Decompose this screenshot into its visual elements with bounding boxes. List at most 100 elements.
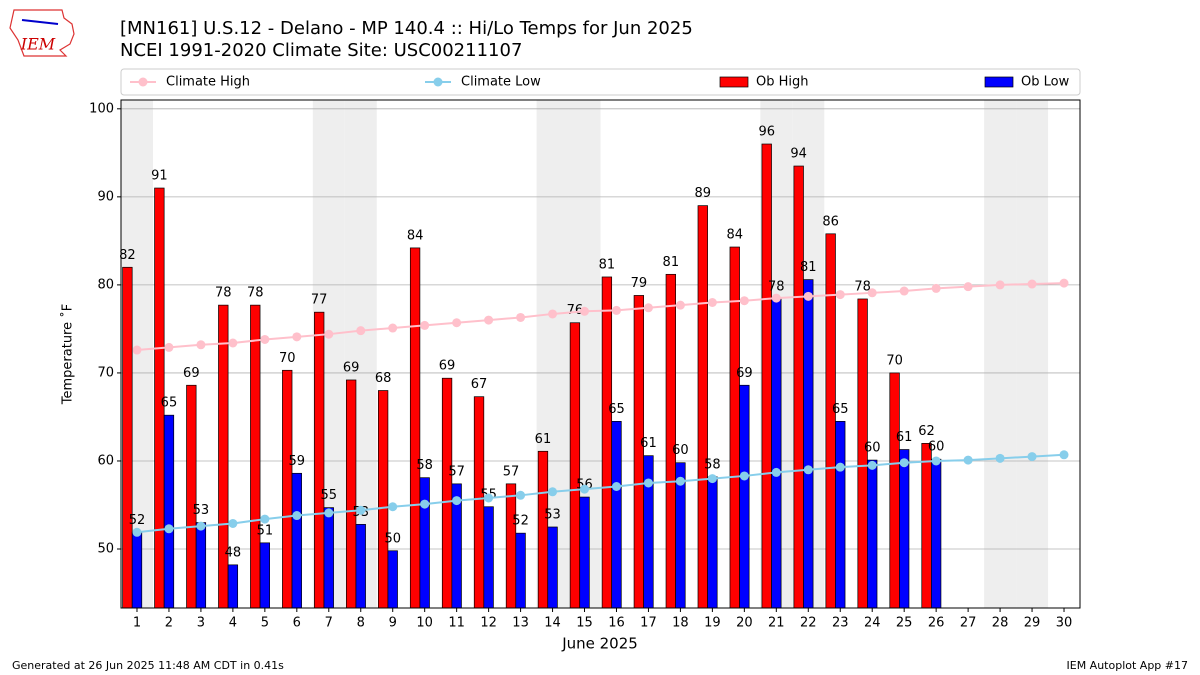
bar <box>355 524 366 609</box>
chart-title: [MN161] U.S.12 - Delano - MP 140.4 :: Hi… <box>120 18 693 39</box>
bar <box>899 449 910 609</box>
data-label: 51 <box>257 523 274 538</box>
chart-subtitle: NCEI 1991-2020 Climate Site: USC00211107 <box>120 40 522 61</box>
marker <box>771 293 781 303</box>
logo: IEM <box>9 9 75 57</box>
marker <box>580 306 590 316</box>
data-label: 61 <box>535 432 552 447</box>
legend-swatch <box>138 77 148 87</box>
marker <box>260 514 270 524</box>
marker <box>803 291 813 301</box>
marker <box>1059 278 1069 288</box>
bar <box>259 542 270 609</box>
marker <box>196 521 206 531</box>
bar <box>291 472 302 609</box>
marker <box>1059 450 1069 460</box>
data-label: 55 <box>321 488 338 503</box>
data-label: 62 <box>918 424 935 439</box>
bar <box>409 247 421 609</box>
legend-label: Ob High <box>756 75 809 90</box>
marker <box>356 326 366 336</box>
x-tick-label: 29 <box>1024 616 1041 631</box>
marker <box>548 309 558 319</box>
marker <box>835 290 845 300</box>
marker <box>931 456 941 466</box>
x-tick-label: 17 <box>640 616 657 631</box>
bar <box>601 276 613 609</box>
marker <box>388 323 398 333</box>
x-tick-label: 2 <box>165 616 173 631</box>
bar <box>314 311 325 609</box>
data-label: 69 <box>343 360 360 375</box>
marker <box>324 508 334 518</box>
data-label: 59 <box>289 454 306 469</box>
plot-frame <box>120 99 1081 609</box>
marker <box>643 478 653 488</box>
data-label: 86 <box>822 214 839 229</box>
marker <box>1027 279 1037 289</box>
x-tick-label: 19 <box>704 616 721 631</box>
bar <box>282 369 293 609</box>
marker <box>771 467 781 477</box>
x-tick-label: 24 <box>864 616 881 631</box>
marker <box>484 315 494 325</box>
marker <box>995 280 1005 290</box>
marker <box>867 460 877 470</box>
bar <box>611 421 622 609</box>
x-tick-label: 22 <box>800 616 817 631</box>
legend-swatch <box>719 76 749 88</box>
x-tick-label: 28 <box>992 616 1009 631</box>
x-tick-label: 26 <box>928 616 945 631</box>
marker <box>164 524 174 534</box>
x-tick-label: 11 <box>448 616 465 631</box>
marker <box>196 340 206 350</box>
data-label: 96 <box>758 125 775 140</box>
bar <box>227 564 239 609</box>
x-tick-label: 5 <box>261 616 269 631</box>
data-label: 68 <box>375 371 392 386</box>
marker <box>228 518 238 528</box>
x-tick-label: 1 <box>133 616 141 631</box>
data-label: 58 <box>416 458 433 473</box>
bar <box>186 384 197 609</box>
marker <box>484 493 494 503</box>
data-label: 78 <box>768 279 785 294</box>
data-label: 70 <box>886 353 903 368</box>
bar <box>867 459 878 609</box>
marker <box>963 282 973 292</box>
legend-swatch <box>984 76 1014 88</box>
data-label: 52 <box>512 514 529 529</box>
bar <box>195 522 207 609</box>
data-label: 78 <box>247 286 264 301</box>
marker <box>899 458 909 468</box>
marker <box>452 318 462 328</box>
x-tick-label: 6 <box>293 616 301 631</box>
data-label: 61 <box>640 436 657 451</box>
line <box>136 453 1065 534</box>
bar <box>122 266 133 609</box>
x-tick-label: 18 <box>672 616 689 631</box>
bar <box>665 273 676 609</box>
bar <box>377 390 389 609</box>
bar <box>515 532 526 609</box>
marker <box>164 342 174 352</box>
data-label: 57 <box>448 464 465 479</box>
legend-label: Climate Low <box>461 75 541 90</box>
bar <box>771 298 782 609</box>
marker <box>995 453 1005 463</box>
data-label: 57 <box>503 464 520 479</box>
marker <box>643 303 653 313</box>
data-label: 89 <box>695 186 712 201</box>
bar <box>835 421 846 609</box>
data-label: 69 <box>183 366 200 381</box>
footer-left: Generated at 26 Jun 2025 11:48 AM CDT in… <box>12 659 284 672</box>
x-tick-label: 21 <box>768 616 785 631</box>
bar <box>889 372 900 609</box>
bar <box>579 496 590 609</box>
logo-icon <box>21 19 59 25</box>
logo-text: IEM <box>20 35 56 54</box>
legend-label: Ob Low <box>1021 75 1070 90</box>
y-tick-label: 50 <box>97 542 114 557</box>
data-label: 60 <box>864 441 881 456</box>
x-tick-label: 12 <box>480 616 497 631</box>
